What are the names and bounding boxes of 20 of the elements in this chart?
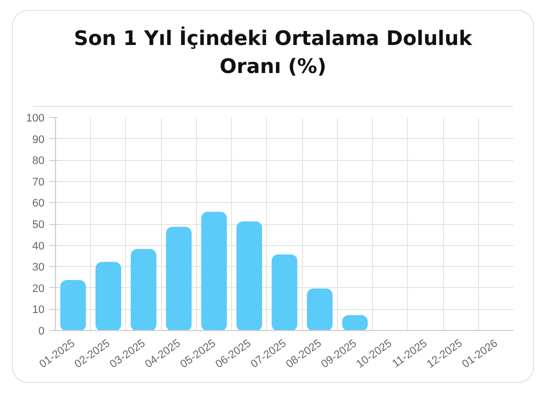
y-tick-label: 20 xyxy=(32,282,45,295)
y-tick-label: 80 xyxy=(32,155,45,168)
chart-title: Son 1 Yıl İçindeki Ortalama Doluluk Oranı (%) xyxy=(72,25,474,80)
bar xyxy=(130,249,156,330)
bar xyxy=(60,280,86,330)
y-tick-label: 90 xyxy=(32,134,45,146)
bar xyxy=(236,221,262,330)
bar xyxy=(306,288,333,330)
y-tick-label: 40 xyxy=(32,240,45,252)
y-tick-label: 0 xyxy=(38,326,45,338)
bar xyxy=(96,262,122,330)
y-tick-label: 100 xyxy=(26,112,45,124)
y-tick-label: 30 xyxy=(32,262,45,274)
y-tick-label: 70 xyxy=(32,176,45,188)
bar xyxy=(166,226,192,330)
y-tick-label: 50 xyxy=(32,219,45,231)
bar xyxy=(272,254,298,330)
y-tick-label: 60 xyxy=(32,198,45,210)
y-tick-label: 10 xyxy=(32,304,45,316)
bar xyxy=(201,212,227,330)
